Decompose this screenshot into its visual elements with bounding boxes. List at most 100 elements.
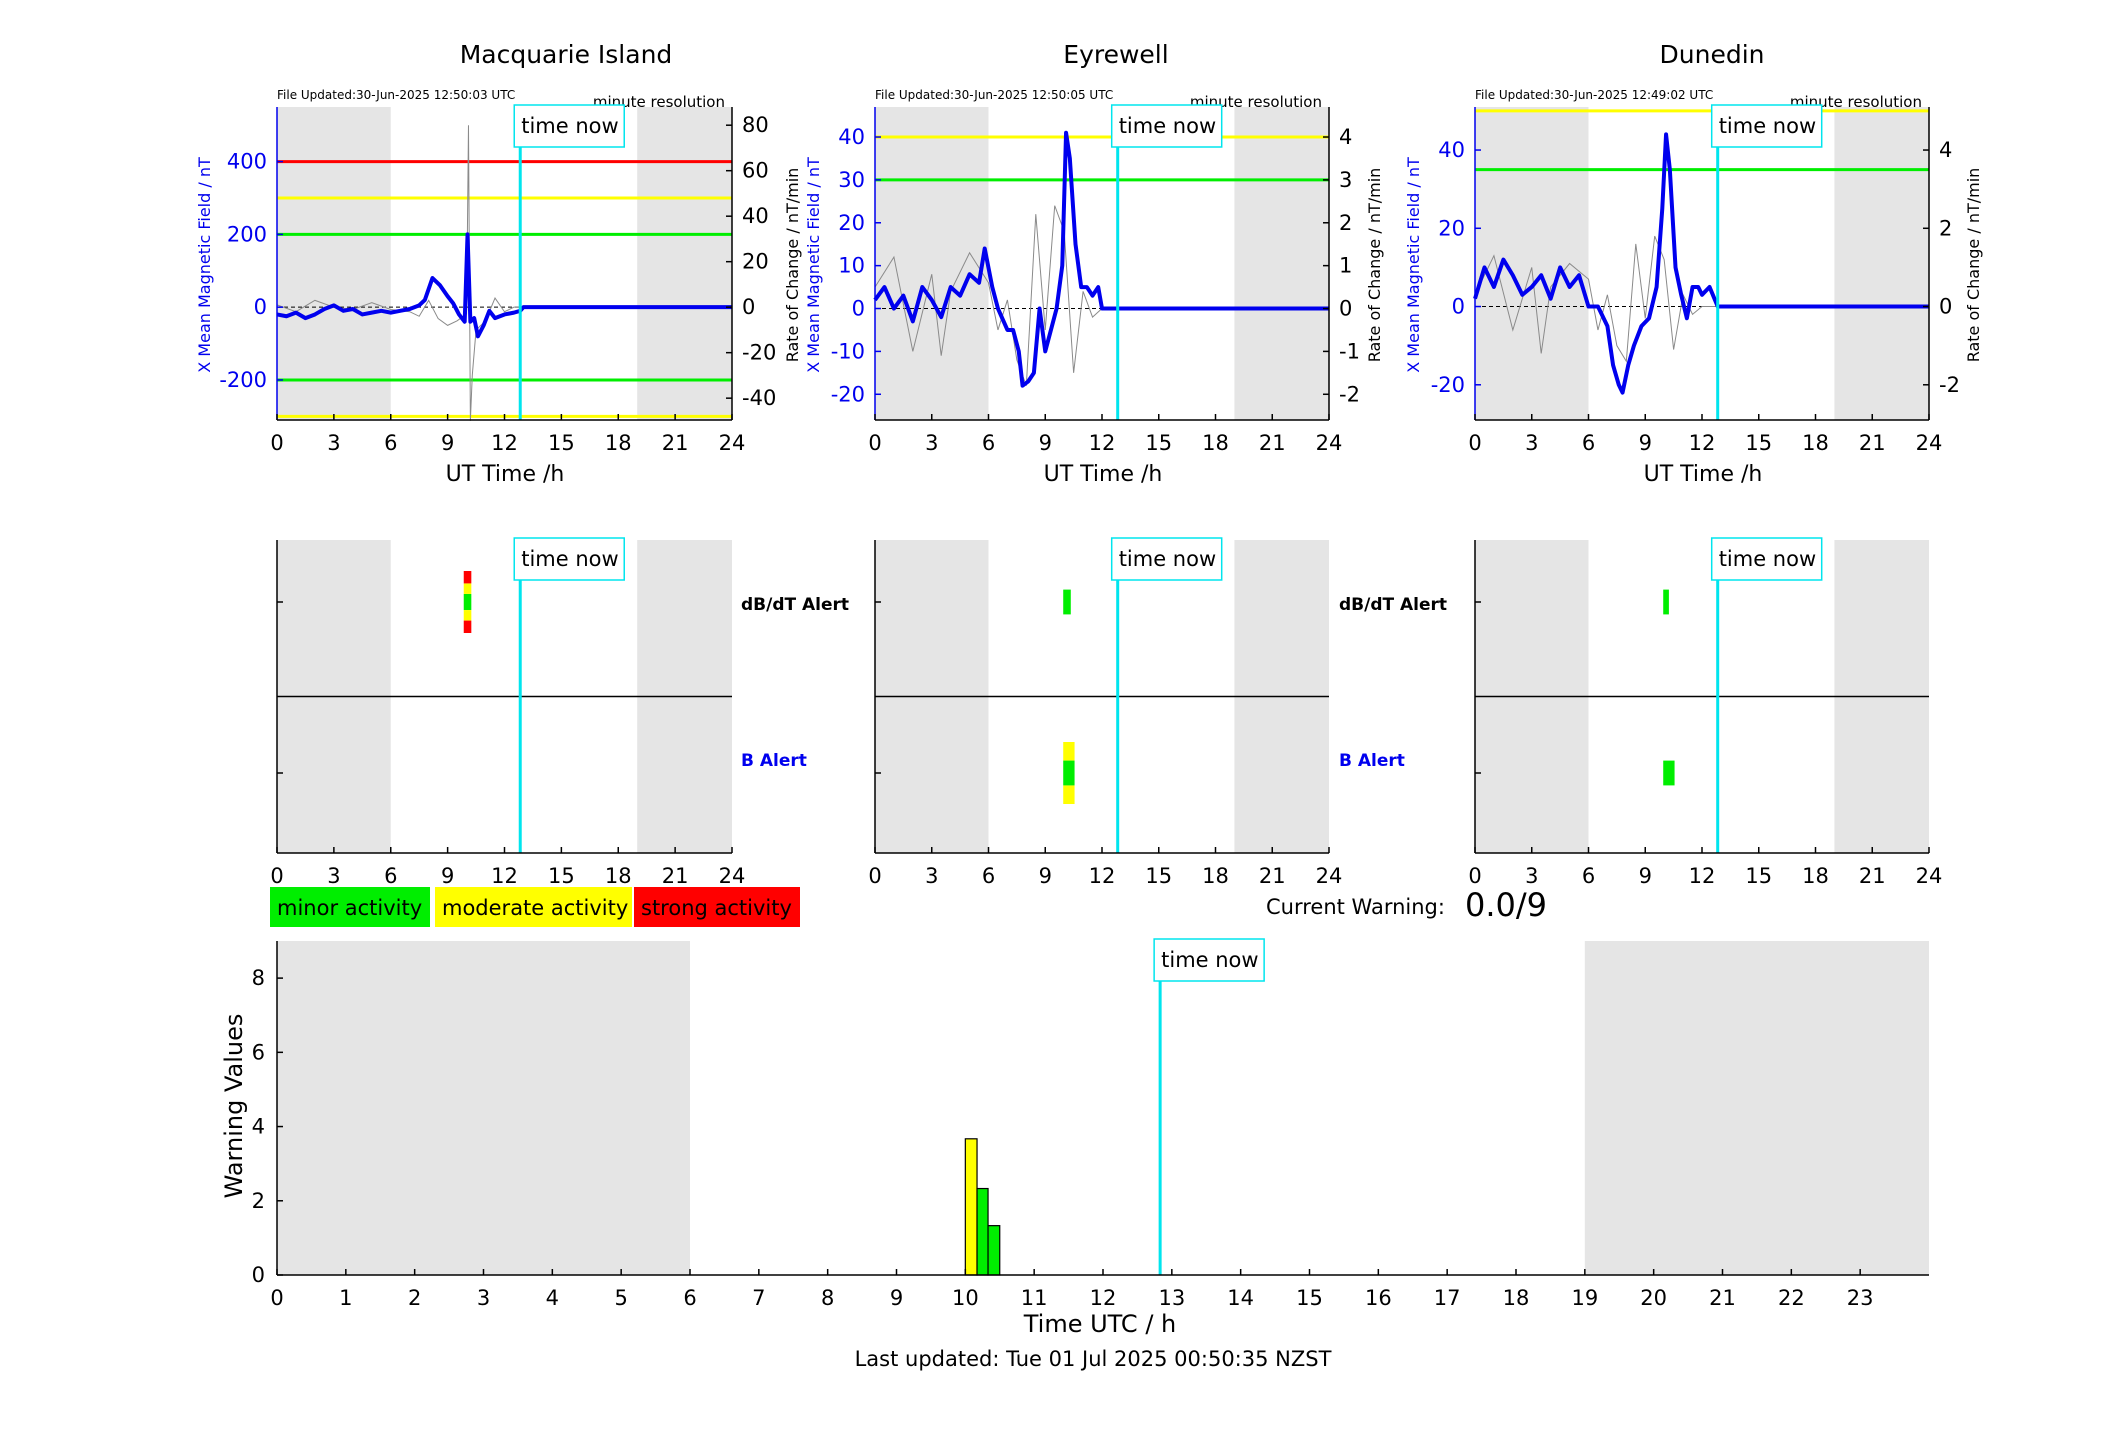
x-tick-label: 24 — [1316, 864, 1343, 888]
x-tick-label: 0 — [270, 431, 283, 455]
night-shade — [1234, 107, 1329, 420]
field-trace — [873, 130, 1329, 388]
left-tick-label: -20 — [831, 382, 865, 406]
right-tick-label: 4 — [1939, 138, 1952, 162]
right-tick-label: 80 — [742, 113, 769, 137]
x-tick-label: 17 — [1434, 1286, 1461, 1310]
x-tick-label: 6 — [384, 431, 397, 455]
right-tick-label: 2 — [1939, 216, 1952, 240]
left-tick-label: -20 — [1431, 373, 1465, 397]
x-tick-label: 18 — [1802, 431, 1829, 455]
x-tick-label: 21 — [1709, 1286, 1736, 1310]
x-tick-label: 18 — [1202, 864, 1229, 888]
x-tick-label: 15 — [1296, 1286, 1323, 1310]
time-now-box — [1110, 104, 1223, 148]
right-tick-label: 0 — [1339, 297, 1352, 321]
left-axis-label: X Mean Magnetic Field / nT — [804, 157, 823, 373]
b-alert-label: B Alert — [741, 751, 807, 771]
left-tick-label: 40 — [1438, 138, 1465, 162]
x-tick-label: 3 — [925, 431, 938, 455]
warning-bar — [976, 1187, 989, 1276]
time-now-box — [1710, 104, 1823, 148]
x-tick-label: 6 — [1582, 431, 1595, 455]
dbdt-alert-bar — [1663, 589, 1669, 615]
x-tick-label: 3 — [1525, 431, 1538, 455]
rate-of-change-trace — [874, 205, 1118, 386]
field-panel-macquarie: File Updated:30-Jun-2025 12:50:03 UTC mi… — [195, 88, 802, 487]
x-tick-label: 0 — [1468, 864, 1481, 888]
left-tick-label: 20 — [838, 211, 865, 235]
x-tick-label: 3 — [1525, 864, 1538, 888]
x-tick-label: 12 — [1689, 431, 1716, 455]
right-tick-label: 1 — [1339, 254, 1352, 278]
x-tick-label: 6 — [982, 864, 995, 888]
x-tick-label: 8 — [821, 1286, 834, 1310]
x-tick-label: 21 — [1859, 864, 1886, 888]
x-tick-label: 24 — [1916, 864, 1943, 888]
right-tick-label: 20 — [742, 250, 769, 274]
x-tick-label: 0 — [270, 1286, 283, 1310]
time-now-label: time now — [1119, 547, 1216, 571]
left-tick-label: -200 — [219, 368, 267, 392]
minute-resolution-label: minute resolution — [1790, 93, 1922, 111]
left-tick-label: 0 — [1452, 295, 1465, 319]
x-tick-label: 15 — [1145, 864, 1172, 888]
minute-resolution-label: minute resolution — [593, 93, 725, 111]
file-updated-label: File Updated:30-Jun-2025 12:50:03 UTC — [277, 88, 515, 102]
left-tick-label: 400 — [227, 150, 267, 174]
night-shade — [1475, 107, 1589, 420]
left-tick-label: 10 — [838, 254, 865, 278]
station-title-macquarie: Macquarie Island — [460, 40, 673, 69]
time-now-label: time now — [521, 547, 618, 571]
b-alert-bar — [1063, 785, 1075, 804]
x-tick-label: 9 — [1039, 431, 1052, 455]
b-alert-bar — [1063, 742, 1075, 761]
left-tick-label: 40 — [838, 125, 865, 149]
right-tick-label: 60 — [742, 159, 769, 183]
rate-of-change-trace — [1474, 235, 1718, 363]
warning-bar — [987, 1225, 1001, 1276]
right-axis-label: Rate of Change / nT/min — [1964, 168, 1983, 363]
time-now-box — [513, 537, 625, 581]
x-tick-label: 21 — [1859, 431, 1886, 455]
x-tick-label: 23 — [1847, 1286, 1874, 1310]
x-tick-label: 15 — [1745, 864, 1772, 888]
x-tick-label: 3 — [477, 1286, 490, 1310]
night-shade — [875, 107, 989, 420]
x-tick-label: 3 — [327, 431, 340, 455]
time-now-label: time now — [1119, 114, 1216, 138]
x-axis-label: UT Time /h — [1044, 462, 1163, 487]
right-tick-label: 0 — [1939, 295, 1952, 319]
x-tick-label: 12 — [1089, 864, 1116, 888]
left-tick-label: -10 — [831, 339, 865, 363]
time-now-box — [513, 104, 625, 148]
warning-bar — [964, 1138, 978, 1276]
warning-y-label: Warning Values — [220, 1014, 248, 1199]
right-tick-label: 4 — [1339, 125, 1352, 149]
night-shade — [277, 941, 690, 1275]
legend-swatch-minor — [270, 887, 430, 927]
right-tick-label: 40 — [742, 204, 769, 228]
alert-panel-dunedin: time now 0 3 6 9 12 15 18 21 24 — [1468, 537, 1943, 888]
current-warning-label: Current Warning: — [1266, 895, 1445, 919]
x-tick-label: 15 — [1145, 431, 1172, 455]
field-panel-eyrewell: File Updated:30-Jun-2025 12:50:05 UTC mi… — [804, 88, 1384, 487]
x-tick-label: 12 — [491, 864, 518, 888]
x-tick-label: 9 — [441, 864, 454, 888]
x-tick-label: 6 — [384, 864, 397, 888]
x-tick-label: 3 — [327, 864, 340, 888]
right-tick-label: -2 — [1339, 382, 1360, 406]
x-tick-label: 21 — [1259, 431, 1286, 455]
x-tick-label: 5 — [614, 1286, 627, 1310]
x-tick-label: 9 — [890, 1286, 903, 1310]
left-tick-label: 0 — [254, 295, 267, 319]
time-now-box — [1110, 537, 1223, 581]
dbdt-alert-bar — [463, 583, 472, 594]
y-tick-label: 8 — [252, 966, 265, 990]
dbdt-alert-label: dB/dT Alert — [741, 595, 849, 615]
right-tick-label: -2 — [1939, 373, 1960, 397]
file-updated-label: File Updated:30-Jun-2025 12:50:05 UTC — [875, 88, 1113, 102]
last-updated-label: Last updated: Tue 01 Jul 2025 00:50:35 N… — [855, 1347, 1332, 1371]
right-tick-label: -20 — [742, 341, 776, 365]
time-now-box — [1710, 537, 1823, 581]
